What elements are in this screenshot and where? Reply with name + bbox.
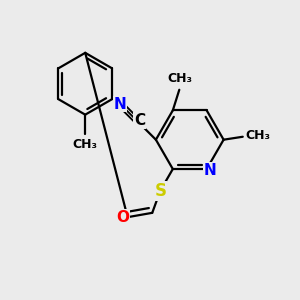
Text: CH₃: CH₃ xyxy=(246,129,271,142)
Text: C: C xyxy=(134,113,145,128)
Text: O: O xyxy=(116,210,129,225)
Text: N: N xyxy=(114,97,127,112)
Text: CH₃: CH₃ xyxy=(73,138,98,151)
Text: N: N xyxy=(204,163,217,178)
Text: CH₃: CH₃ xyxy=(168,72,193,85)
Text: S: S xyxy=(154,182,166,200)
